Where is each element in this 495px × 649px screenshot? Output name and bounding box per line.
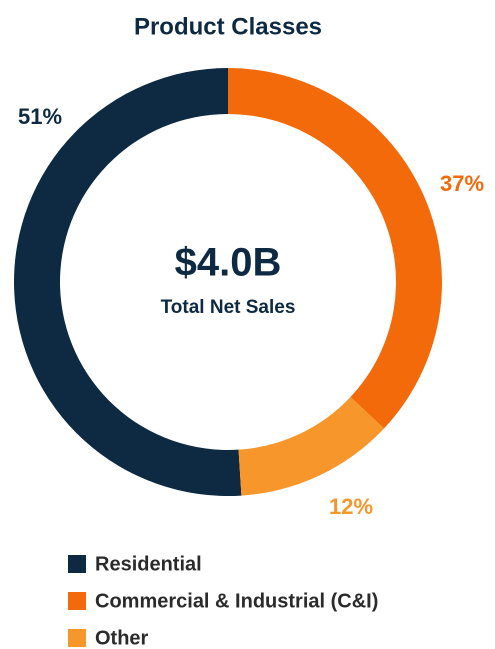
legend-label: Commercial & Industrial (C&I) bbox=[95, 590, 378, 612]
donut-slice bbox=[228, 68, 442, 429]
legend-swatch bbox=[68, 592, 86, 610]
chart-title: Product Classes bbox=[134, 13, 322, 40]
legend-swatch bbox=[68, 555, 86, 573]
center-value: $4.0B bbox=[175, 241, 282, 285]
donut-slice bbox=[238, 397, 384, 496]
value-label: 12% bbox=[329, 494, 373, 519]
donut-slice bbox=[13, 68, 242, 496]
value-label: 51% bbox=[18, 104, 62, 129]
legend-label: Other bbox=[95, 627, 149, 649]
legend-swatch bbox=[68, 629, 86, 647]
center-label: Total Net Sales bbox=[161, 297, 296, 318]
legend-label: Residential bbox=[95, 553, 202, 575]
value-label: 37% bbox=[440, 171, 484, 196]
